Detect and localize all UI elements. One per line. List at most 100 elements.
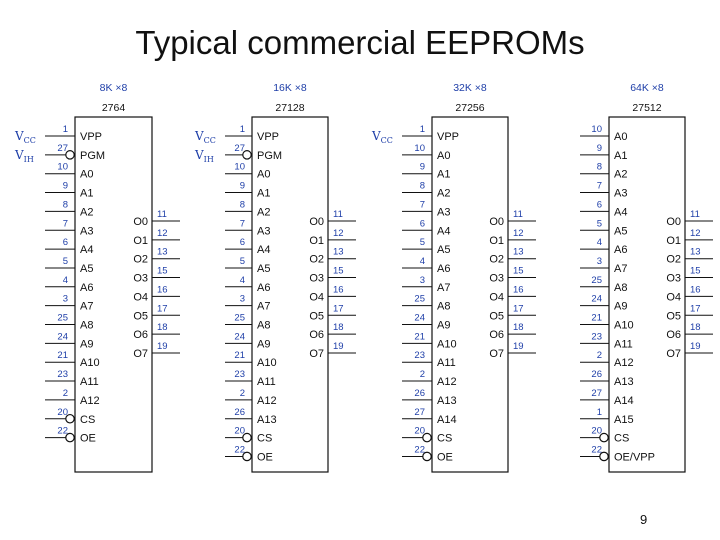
pin-number: 2	[420, 369, 425, 380]
pin-label: A11	[437, 357, 456, 369]
pin-label: O4	[489, 291, 504, 303]
pin-label: CS	[614, 433, 629, 445]
pin-label: VPP	[437, 131, 459, 143]
pin-number: 17	[690, 303, 701, 314]
chip-capacity: 32K ×8	[453, 82, 487, 94]
pin-label: A4	[614, 206, 627, 218]
pin-label: A13	[614, 376, 634, 388]
pin-label: CS	[80, 414, 95, 426]
pin-number: 27	[234, 143, 245, 154]
pin-number: 15	[157, 266, 168, 277]
pin-number: 3	[420, 275, 425, 286]
pin-number: 25	[234, 313, 245, 324]
pin-label: A0	[437, 150, 450, 162]
pin-number: 25	[414, 294, 425, 305]
chip-body	[608, 116, 686, 473]
pin-number: 13	[333, 247, 344, 258]
pin-label: O6	[309, 329, 324, 341]
pin-number: 16	[690, 284, 701, 295]
pin-label: A14	[437, 414, 457, 426]
pin-label: O7	[489, 348, 504, 360]
pin-number: 20	[414, 426, 425, 437]
pin-number: 16	[513, 284, 524, 295]
pin-label: A5	[80, 263, 93, 275]
pin-number: 19	[333, 341, 344, 352]
pin-number: 22	[591, 444, 602, 455]
pin-number: 26	[234, 407, 245, 418]
pin-label: A10	[257, 357, 277, 369]
pin-number: 19	[513, 341, 524, 352]
pin-number: 18	[157, 322, 168, 333]
pin-label: O2	[489, 254, 504, 266]
pin-number: 6	[420, 218, 425, 229]
pin-label: A13	[437, 395, 457, 407]
pin-number: 7	[63, 218, 68, 229]
pin-label: VPP	[257, 131, 279, 143]
pin-label: O1	[133, 235, 148, 247]
chip-part-number: 27512	[632, 102, 661, 114]
pin-number: 7	[240, 218, 245, 229]
pin-label: O1	[309, 235, 324, 247]
pin-label: O5	[309, 310, 324, 322]
pin-label: A0	[614, 131, 627, 143]
page-number: 9	[640, 512, 648, 527]
pin-number: 21	[57, 350, 68, 361]
pin-label: O7	[666, 348, 681, 360]
pin-number: 1	[597, 407, 602, 418]
pin-label: O1	[666, 235, 681, 247]
pin-number: 25	[591, 275, 602, 286]
pin-label: A2	[80, 206, 93, 218]
pin-label: OE	[437, 451, 453, 463]
pin-label: A12	[80, 395, 100, 407]
pin-label: A11	[257, 376, 276, 388]
signal-label: VIH	[14, 148, 34, 164]
pin-label: CS	[257, 433, 272, 445]
pin-number: 1	[420, 124, 425, 135]
pin-number: 8	[240, 199, 245, 210]
pin-number: 2	[240, 388, 245, 399]
chip-capacity: 8K ×8	[100, 82, 128, 94]
pin-number: 11	[157, 209, 167, 220]
pin-number: 6	[63, 237, 68, 248]
pin-number: 15	[513, 266, 524, 277]
pin-label: O4	[133, 291, 148, 303]
pin-number: 27	[591, 388, 602, 399]
pin-label: A11	[614, 338, 633, 350]
pin-number: 26	[591, 369, 602, 380]
pin-label: A6	[80, 282, 93, 294]
pin-label: O7	[309, 348, 324, 360]
active-low-bubble	[242, 150, 252, 160]
pin-number: 21	[234, 350, 245, 361]
pin-number: 23	[414, 350, 425, 361]
pin-label: A2	[614, 169, 627, 181]
pin-label: A11	[80, 376, 99, 388]
pin-label: A10	[437, 338, 457, 350]
pin-label: VPP	[80, 131, 102, 143]
chip-body	[431, 116, 509, 473]
active-low-bubble	[422, 432, 432, 443]
pin-label: A14	[614, 395, 634, 407]
active-low-bubble	[65, 432, 75, 443]
pin-number: 25	[57, 313, 68, 324]
pin-label: O5	[489, 310, 504, 322]
pin-label: A6	[437, 263, 450, 275]
pin-number: 6	[597, 199, 602, 210]
pin-number: 17	[157, 303, 168, 314]
pin-label: OE/VPP	[614, 451, 655, 463]
pin-number: 3	[240, 294, 245, 305]
pin-label: A1	[257, 188, 270, 200]
pin-number: 16	[157, 284, 168, 295]
pin-number: 10	[414, 143, 425, 154]
pin-number: 15	[333, 266, 344, 277]
active-low-bubble	[242, 451, 252, 462]
signal-label: VCC	[371, 129, 393, 145]
pin-number: 7	[420, 199, 425, 210]
pin-number: 24	[414, 313, 425, 324]
pin-number: 15	[690, 266, 701, 277]
chip-capacity: 16K ×8	[273, 82, 307, 94]
pin-label: PGM	[257, 150, 282, 162]
pin-number: 24	[57, 331, 68, 342]
pin-label: O6	[666, 329, 681, 341]
pin-label: A9	[437, 320, 450, 332]
